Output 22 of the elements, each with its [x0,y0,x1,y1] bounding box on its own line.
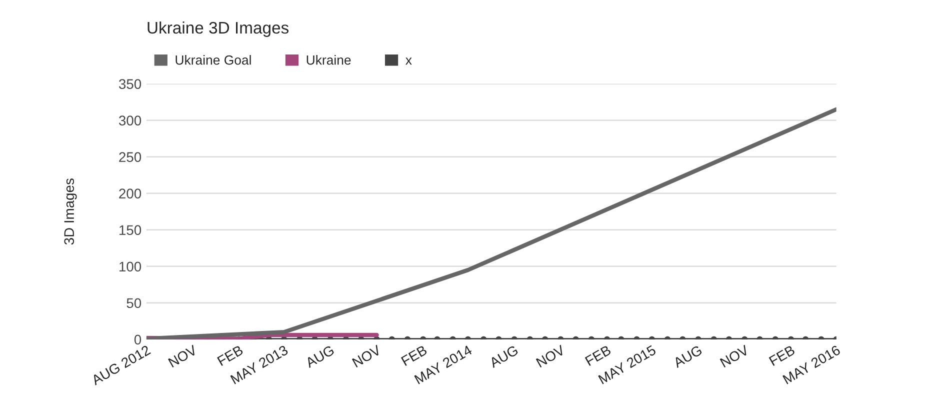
y-tick-label: 250 [119,152,142,162]
x-tick-label: NOV [352,344,382,368]
y-tick-label: 100 [120,262,142,272]
y-tick-label: 200 [119,188,142,199]
x-tick-label: NOV [536,344,566,368]
y-tick-label: 0 [134,334,142,345]
x-tick-label: NOV [168,344,198,368]
x-tick-label: AUG [488,345,519,368]
y-tick-label: 50 [126,298,142,308]
legend-label: Ukraine [306,55,351,65]
x-tick-label: NOV [720,344,750,368]
line-series [146,107,836,340]
y-tick-label: 300 [118,116,142,126]
x-tick-label: AUG [304,345,335,368]
x-tick-label: AUG [672,345,702,368]
chart-title: Ukraine 3D Images [148,21,289,37]
x-tick-label: AUG 2012 [90,344,151,386]
y-tick-label: 150 [120,225,142,236]
legend-label: Ukraine Goal [176,55,251,65]
legend-label: x [406,58,412,65]
y-tick-label: 350 [118,79,142,89]
y-axis-title: 3D Images [64,178,77,245]
